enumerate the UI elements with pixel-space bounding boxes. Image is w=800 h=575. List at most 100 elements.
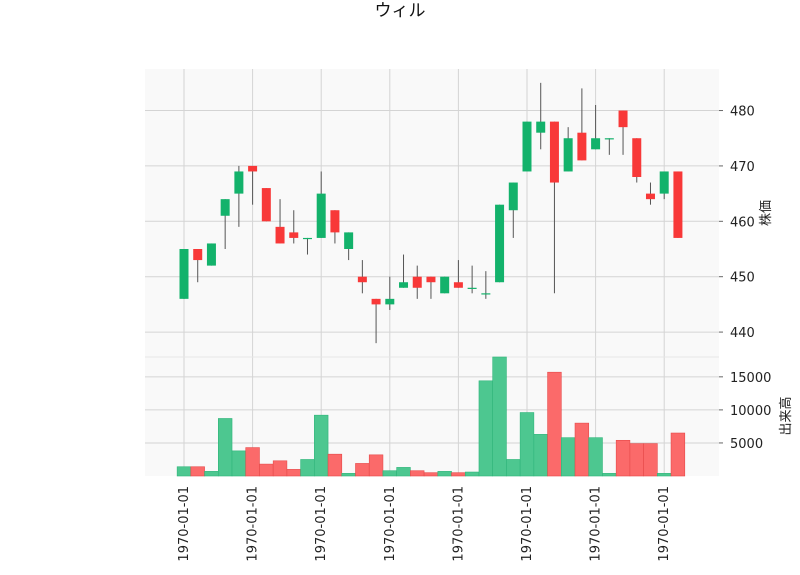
- volume-bar: [519, 412, 535, 477]
- candle-body: [618, 110, 628, 128]
- price-tick-label: 480: [730, 105, 755, 120]
- candle-body: [385, 298, 395, 305]
- volume-bar: [437, 471, 452, 477]
- x-tick-label: 1970-01-01: [177, 486, 192, 562]
- candle-body: [193, 249, 203, 261]
- volume-bar: [615, 439, 631, 477]
- price-tick-label: 470: [730, 160, 755, 175]
- volume-bar: [272, 460, 288, 477]
- volume-bar: [355, 463, 370, 477]
- volume-bar: [478, 380, 494, 477]
- x-tick-label: 1970-01-01: [314, 486, 329, 562]
- candle-body: [508, 182, 518, 211]
- volume-bar: [314, 414, 329, 477]
- candle-body: [467, 287, 477, 289]
- volume-bar: [176, 466, 192, 477]
- candle-body: [426, 276, 436, 283]
- price-tick-label: 460: [730, 215, 755, 230]
- candle-body: [632, 138, 642, 177]
- candle-body: [563, 138, 573, 172]
- candle-body: [522, 121, 532, 172]
- volume-bar: [204, 471, 219, 477]
- volume-bar: [231, 450, 247, 477]
- volume-bar: [259, 463, 274, 477]
- volume-bar: [286, 469, 301, 477]
- volume-tick-label: 5000: [730, 437, 763, 452]
- candle-body: [206, 243, 216, 266]
- candle-body: [275, 226, 285, 244]
- candle-body: [673, 171, 683, 238]
- candle-body: [495, 204, 505, 283]
- volume-bar: [410, 470, 425, 477]
- volume-bar: [218, 418, 233, 477]
- candle-body: [220, 199, 230, 216]
- candle-body: [357, 276, 367, 283]
- volume-axis: 5000 10000 15000: [719, 371, 771, 452]
- volume-bar: [560, 437, 576, 477]
- candle-body: [536, 121, 546, 133]
- volume-axis-title: 出来高: [778, 396, 794, 435]
- volume-bar: [602, 473, 617, 477]
- candle-body: [302, 237, 312, 240]
- candle-body: [179, 249, 189, 299]
- volume-bar: [506, 459, 521, 477]
- volume-tick-label: 10000: [730, 404, 771, 419]
- candle-body: [604, 138, 614, 140]
- volume-bar: [382, 470, 397, 477]
- candle-body: [289, 232, 299, 238]
- price-axis: 440 450 460 470 480: [719, 105, 755, 341]
- volume-bar: [396, 467, 411, 477]
- x-tick-label: 1970-01-01: [589, 486, 604, 562]
- volume-bar: [547, 371, 562, 477]
- volume-bar: [533, 434, 548, 477]
- volume-bar: [327, 453, 343, 477]
- candle-body: [659, 171, 669, 194]
- volume-bar: [574, 422, 590, 477]
- candle-body: [549, 121, 559, 183]
- volume-bar: [423, 472, 439, 477]
- candle-body: [412, 276, 422, 288]
- volume-bar: [341, 473, 356, 477]
- x-tick-label: 1970-01-01: [451, 486, 466, 562]
- volume-bars: [176, 356, 686, 477]
- volume-bar: [588, 437, 603, 477]
- price-tick-label: 450: [730, 271, 755, 286]
- candle-body: [399, 282, 409, 288]
- volume-bar: [464, 471, 480, 477]
- candle-body: [330, 210, 340, 233]
- candle-body: [261, 188, 271, 222]
- x-axis: 1970-01-01 1970-01-01 1970-01-01 1970-01-01…: [177, 486, 672, 562]
- price-panel: [145, 69, 719, 357]
- volume-bar: [245, 447, 260, 477]
- volume-bar: [492, 356, 507, 477]
- price-tick-label: 440: [730, 326, 755, 341]
- candle-body: [248, 165, 258, 172]
- candle-body: [316, 193, 326, 238]
- candle-body: [645, 193, 655, 200]
- volume-bar: [190, 466, 205, 477]
- candle-body: [344, 232, 354, 249]
- volume-bar: [643, 443, 658, 477]
- x-tick-label: 1970-01-01: [520, 486, 535, 562]
- chart-title: ウィル: [375, 1, 426, 21]
- x-tick-label: 1970-01-01: [383, 486, 398, 562]
- candle-body: [453, 282, 463, 288]
- volume-bar: [670, 432, 686, 477]
- candle-body: [371, 298, 381, 305]
- volume-bar: [368, 454, 384, 477]
- volume-bar: [629, 443, 644, 477]
- candle-body: [440, 276, 450, 294]
- x-tick-label: 1970-01-01: [246, 486, 261, 562]
- candle-body: [577, 132, 587, 161]
- candle-body: [481, 293, 491, 295]
- volume-tick-label: 15000: [730, 371, 771, 386]
- candle-body: [234, 171, 244, 194]
- price-axis-title: 株価: [759, 200, 774, 226]
- candle-body: [591, 138, 601, 150]
- volume-bar: [657, 473, 672, 477]
- volume-bar: [300, 459, 315, 477]
- x-tick-label: 1970-01-01: [657, 486, 672, 562]
- volume-bar: [451, 472, 466, 477]
- candles: [179, 82, 683, 344]
